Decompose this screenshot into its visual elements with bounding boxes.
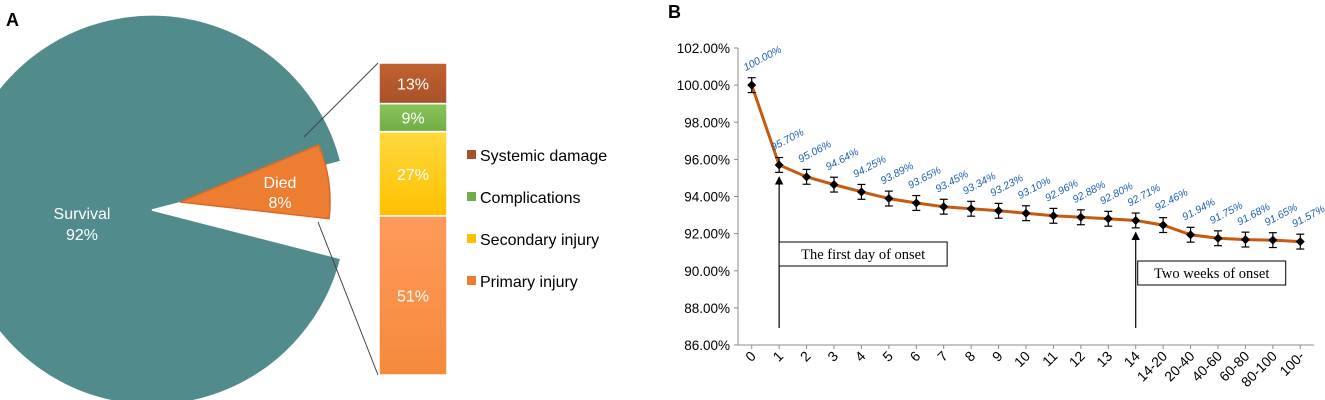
bar-segment-label-secondary-injury: 27% [397,167,429,184]
legend-swatch-primary-injury [467,276,476,285]
annotation-text: The first day of onset [801,247,925,263]
legend-label-primary-injury: Primary injury [480,274,578,291]
pie-label-survival-pct: 92% [66,227,98,244]
legend-a: Systemic damage Complications Secondary … [467,148,607,291]
y-tick-label: 92.00% [684,227,730,242]
data-point-marker [966,204,976,214]
data-point-marker [884,194,894,204]
data-point-marker [802,172,812,182]
x-tick-label: 9 [989,348,1006,365]
pie-label-survival-name: Survival [54,206,111,223]
breakdown-stacked-bar: 51% 27% 9% 13% [378,62,448,376]
panel-a-label: A [6,10,19,30]
x-tick-label: 2 [797,348,814,365]
connector-line-bottom [317,221,379,376]
legend-label-secondary-injury: Secondary injury [480,232,599,249]
pie-label-died-name: Died [264,175,297,192]
data-point-marker [1213,233,1223,243]
x-tick-label: 12 [1066,348,1088,370]
bar-segment-label-systemic-damage: 13% [397,76,429,93]
x-tick-label: 20-40 [1161,348,1198,385]
y-tick-label: 102.00% [677,41,730,56]
x-tick-label: 40-60 [1188,348,1225,385]
data-point-marker [1186,230,1196,240]
data-point-marker [994,206,1004,216]
connector-line-top [303,62,379,138]
y-tick-label: 86.00% [684,338,730,353]
x-tick-label: 10 [1011,348,1033,370]
y-tick-label: 98.00% [684,115,730,130]
data-point-marker [1076,212,1086,222]
x-tick-label: 11 [1039,348,1061,370]
data-point-marker [1103,214,1113,224]
data-point-marker [1131,215,1141,225]
x-tick-label: 1 [769,348,786,365]
panel-a: A Survival 92% Died 8% 51% 27% 9% 13% Syste… [0,10,607,400]
y-tick-label: 96.00% [684,152,730,167]
legend-swatch-systemic-damage [467,150,476,159]
x-tick-label: 8 [961,348,978,365]
data-point-marker [911,198,921,208]
x-tick-label: 7 [934,348,951,365]
data-point-marker [1021,208,1031,218]
data-point-marker [747,80,757,90]
bar-segment-label-complications: 9% [401,111,424,128]
panel-b-label: B [668,2,681,22]
bar-segment-primary-injury [378,215,448,376]
annotation-box [1137,260,1287,286]
pie-label-died-pct: 8% [268,195,291,212]
annotation-text: Two weeks of onset [1154,266,1269,282]
data-point-marker [939,202,949,212]
bar-segment-systemic-damage [378,62,448,105]
legend-label-systemic-damage: Systemic damage [480,148,607,165]
data-point-marker [1268,235,1278,245]
data-point-marker [1240,235,1250,245]
panel-b: B 86.00% 88.00% 90.00% 92.00% 94.00% 96.00% 98… [668,2,1325,390]
bar-segment-complications [378,102,448,133]
x-tick-label: 13 [1093,348,1115,370]
y-tick-label: 88.00% [684,301,730,316]
pie-slice-survival [0,14,342,400]
data-value-label: 100.00% [741,44,783,74]
panel-b-annotations: The first day of onset Two weeks of onset [774,176,1287,328]
x-tick-label: 6 [907,348,924,365]
data-point-marker [774,160,784,170]
legend-label-complications: Complications [480,190,580,207]
data-point-marker [1158,220,1168,230]
data-value-label: 95.70% [769,126,806,153]
bar-segment-label-primary-injury: 51% [397,288,429,305]
x-tick-label: 100- [1276,348,1307,379]
legend-swatch-secondary-injury [467,234,476,243]
data-point-marker [829,180,839,190]
y-tick-label: 100.00% [677,78,730,93]
panel-b-series: 100.00%95.70%95.06%94.64%94.25%93.89%93.… [741,44,1325,250]
legend-swatch-complications [467,192,476,201]
data-point-marker [856,187,866,197]
x-tick-label: 5 [879,348,896,365]
data-point-marker [1048,211,1058,221]
y-tick-label: 94.00% [684,190,730,205]
x-tick-label: 14-20 [1134,348,1171,385]
annotation-box [778,241,948,267]
x-tick-label: 3 [824,348,841,365]
x-tick-label: 4 [852,348,869,365]
y-tick-label: 90.00% [684,264,730,279]
pie-slice-died [179,143,331,220]
x-tick-label: 0 [742,348,759,365]
data-point-marker [1295,237,1305,247]
